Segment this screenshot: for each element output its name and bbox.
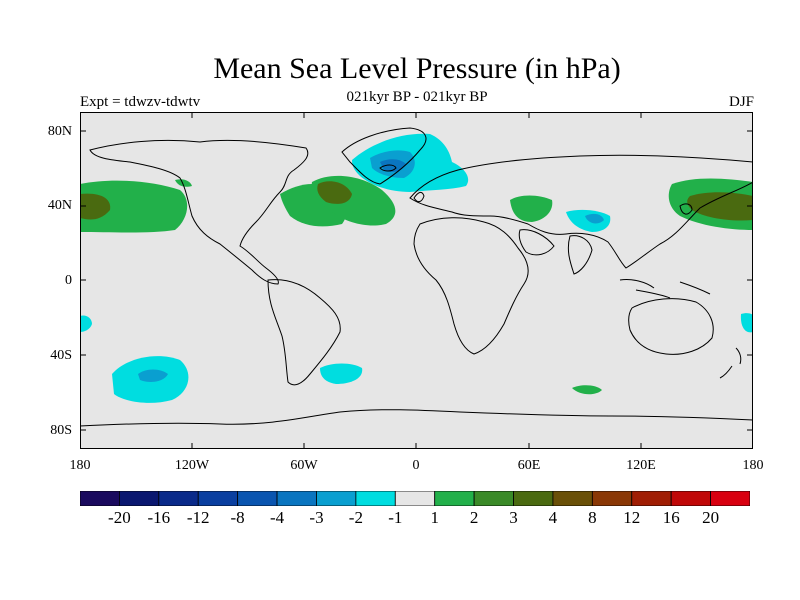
colorbar-tick-label: -20 bbox=[108, 508, 131, 527]
colorbar-tick-label: 12 bbox=[623, 508, 641, 527]
colorbar-tick-label: 1 bbox=[430, 508, 439, 527]
colorbar-tick-label: 3 bbox=[509, 508, 518, 527]
colorbar-tick-label: -1 bbox=[388, 508, 403, 527]
colorbar-swatch bbox=[394, 491, 436, 506]
colorbar-swatch bbox=[670, 491, 711, 506]
colorbar-tick-label: 8 bbox=[588, 508, 597, 527]
colorbar-tick-label: -16 bbox=[147, 508, 171, 527]
colorbar bbox=[80, 491, 750, 506]
lon-label-120e: 120E bbox=[626, 458, 656, 473]
colorbar-swatch bbox=[473, 491, 514, 506]
colorbar-tick-label: 20 bbox=[702, 508, 720, 527]
lon-label-180w: 180 bbox=[69, 458, 91, 473]
colorbar-swatch bbox=[434, 491, 475, 506]
lat-label-80s: 80S bbox=[50, 423, 72, 438]
time-label: 021kyr BP - 021kyr BP bbox=[346, 89, 488, 105]
colorbar-swatch bbox=[276, 491, 317, 506]
positive-anomalies bbox=[80, 175, 753, 395]
colorbar-tick-label: -2 bbox=[348, 508, 363, 527]
experiment-label: Expt = tdwzv-tdwtv bbox=[80, 94, 201, 110]
colorbar-swatch bbox=[355, 491, 396, 506]
lat-label-80n: 80N bbox=[47, 124, 72, 139]
colorbar-swatch bbox=[197, 491, 239, 506]
colorbar-tick-label: -3 bbox=[309, 508, 324, 527]
lat-label-40n: 40N bbox=[47, 198, 72, 213]
lon-label-0: 0 bbox=[412, 458, 420, 473]
map-panel bbox=[80, 112, 753, 449]
plot-title: Mean Sea Level Pressure (in hPa) bbox=[213, 52, 621, 85]
colorbar-swatch bbox=[552, 491, 593, 506]
colorbar-swatch bbox=[80, 491, 120, 506]
colorbar-swatch bbox=[237, 491, 278, 506]
negative-anomalies bbox=[80, 133, 753, 403]
colorbar-tick-label: -4 bbox=[270, 508, 285, 527]
colorbar-swatch bbox=[631, 491, 672, 506]
lon-label-120w: 120W bbox=[174, 458, 210, 473]
coastlines bbox=[80, 127, 753, 427]
season-label: DJF bbox=[728, 94, 754, 110]
colorbar-tick-label: 2 bbox=[469, 508, 479, 527]
colorbar-swatch bbox=[316, 491, 357, 506]
colorbar-swatch bbox=[513, 491, 554, 506]
colorbar-tick-label: -12 bbox=[186, 508, 210, 527]
colorbar-swatch bbox=[710, 491, 750, 506]
colorbar-swatch bbox=[591, 491, 633, 506]
lon-label-180e: 180 bbox=[742, 458, 764, 473]
colorbar-swatch bbox=[158, 491, 199, 506]
colorbar-tick-label: 4 bbox=[548, 508, 558, 527]
colorbar-tick-label: 16 bbox=[662, 508, 680, 527]
lon-label-60e: 60E bbox=[517, 458, 541, 473]
axis-ticks bbox=[80, 112, 753, 449]
lon-label-60w: 60W bbox=[290, 458, 318, 473]
colorbar-swatch bbox=[119, 491, 160, 506]
lat-label-40s: 40S bbox=[50, 348, 72, 363]
lat-label-0: 0 bbox=[65, 273, 72, 288]
colorbar-tick-label: -8 bbox=[230, 508, 245, 527]
